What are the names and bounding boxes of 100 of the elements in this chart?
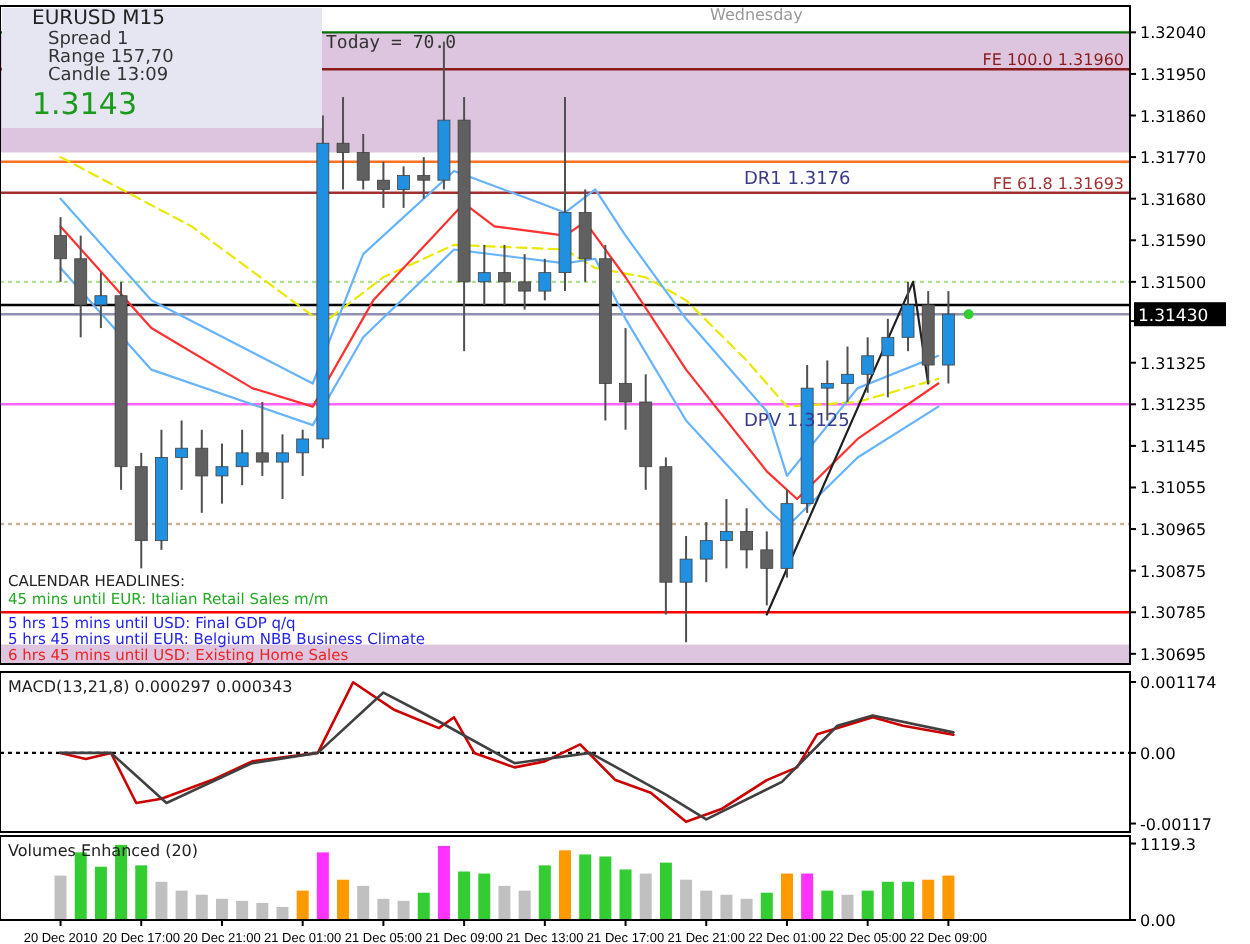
candlestick (276, 433, 289, 501)
bar (619, 869, 632, 920)
y-tick-label: 1.31770 (1140, 149, 1207, 168)
annotation: Today = 70.0 (326, 34, 457, 54)
y-tick-label: 0.00 (1140, 912, 1176, 930)
bar (135, 865, 148, 920)
bar (801, 873, 814, 920)
candlestick (235, 428, 249, 487)
y-tick-label: 1.30785 (1140, 604, 1207, 623)
bar (316, 852, 329, 920)
y-tick-label: 1.31055 (1140, 479, 1207, 498)
bar (498, 885, 511, 920)
y-tick-label: 0.001174 (1140, 674, 1217, 693)
ref-line-label: 1.31430 (1138, 307, 1209, 328)
y-tick-label: -0.00117 (1140, 815, 1212, 834)
bar (518, 890, 531, 920)
bar (397, 900, 410, 920)
bar (236, 900, 249, 920)
candlestick (417, 156, 431, 200)
bar (276, 907, 289, 920)
bar (821, 890, 834, 920)
line-series (59, 156, 940, 408)
bar (437, 845, 450, 920)
bar (337, 879, 350, 920)
line-series (59, 202, 940, 501)
y-tick-label: 1.31680 (1140, 190, 1207, 209)
bar (922, 879, 935, 920)
annotation: Spread 1 (48, 30, 129, 50)
bar (700, 890, 713, 920)
bar (296, 890, 309, 920)
bar (559, 850, 571, 920)
bar (417, 892, 430, 920)
bar (538, 865, 551, 920)
line-series (59, 169, 940, 478)
bar (841, 894, 854, 920)
ref-line-label: DR1 1.3176 (744, 169, 852, 190)
y-tick-label: 1.31145 (1140, 437, 1207, 456)
candlestick (538, 257, 552, 302)
candlestick (74, 234, 88, 339)
candlestick (477, 243, 491, 306)
candlestick (175, 419, 189, 491)
chart-title: MACD(13,21,8) 0.000297 0.000343 (8, 678, 293, 696)
bar (659, 862, 672, 920)
candlestick (356, 133, 370, 191)
bar (478, 873, 491, 920)
bar (902, 881, 915, 920)
candlestick (376, 160, 390, 209)
bar (215, 898, 228, 920)
candlestick (255, 401, 269, 477)
bar (54, 875, 67, 920)
bar (175, 890, 188, 920)
candlestick (901, 280, 915, 353)
bar (195, 894, 208, 920)
bar (720, 894, 733, 920)
bar (256, 902, 269, 920)
bar (780, 873, 793, 920)
y-tick-label: 1.31500 (1140, 273, 1207, 292)
candlestick (881, 317, 895, 399)
y-tick-label: 1.30695 (1140, 645, 1207, 664)
bar (680, 879, 693, 920)
y-tick-label: 1.31590 (1140, 232, 1207, 251)
candlestick (699, 521, 713, 584)
ref-line-label: FE 100.0 1.31960 (982, 51, 1124, 70)
candlestick (336, 96, 350, 191)
bar (357, 885, 370, 920)
annotation: Range 157,70 (48, 48, 175, 68)
candlestick (720, 498, 733, 570)
y-tick-label: 1119.3 (1140, 835, 1196, 854)
candlestick (578, 188, 592, 283)
candlestick (740, 507, 754, 570)
bar (579, 854, 592, 920)
candlestick (498, 243, 511, 306)
candlestick (215, 442, 229, 505)
candlestick (861, 336, 875, 394)
y-tick-label: 1.31325 (1140, 354, 1207, 373)
y-tick-label: 0.00 (1140, 744, 1176, 763)
bar (760, 892, 773, 920)
candlestick (518, 253, 532, 311)
y-tick-label: 1.32040 (1140, 24, 1207, 43)
candlestick (679, 535, 693, 644)
y-tick-label: 1.30875 (1140, 562, 1207, 581)
y-tick-label: 1.31950 (1140, 65, 1207, 84)
bar (881, 881, 894, 920)
bar (942, 875, 955, 920)
candlestick (296, 428, 310, 477)
candlestick (195, 428, 209, 514)
bar (377, 898, 390, 920)
annotation: Candle 13:09 (48, 66, 169, 86)
ref-line-label: FE 61.8 1.31693 (992, 174, 1124, 193)
candlestick (841, 345, 854, 403)
bar (458, 871, 471, 920)
candlestick (94, 271, 108, 330)
bar (599, 856, 612, 920)
bar (740, 898, 753, 920)
bar (155, 881, 168, 920)
chart-title: EURUSD M15 (32, 8, 165, 30)
annotation: 1.3143 (32, 86, 137, 122)
candlestick (760, 530, 774, 607)
candlestick (54, 216, 67, 283)
bar (861, 890, 874, 920)
